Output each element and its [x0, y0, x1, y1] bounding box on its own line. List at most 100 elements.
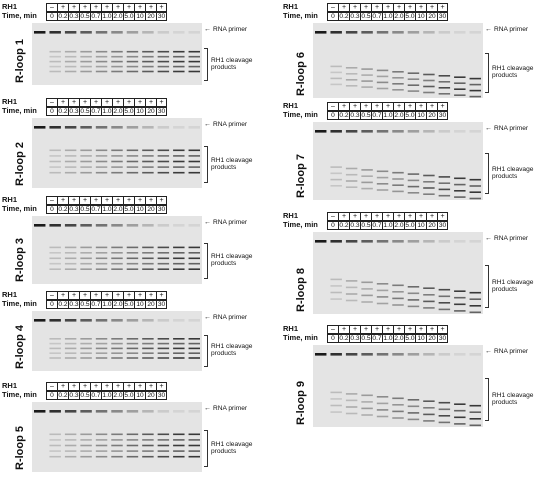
enzyme-mark: +: [437, 3, 448, 12]
enzyme-mark: +: [90, 291, 101, 300]
product-band: [188, 268, 200, 270]
enzyme-mark: –: [327, 212, 338, 221]
time-value: 30: [156, 205, 167, 214]
product-band: [126, 155, 139, 157]
enzyme-mark: +: [68, 291, 79, 300]
enzyme-mark: +: [349, 325, 360, 334]
product-band: [142, 444, 154, 447]
time-value: 0.3: [68, 205, 79, 214]
product-band: [173, 55, 185, 58]
product-band: [49, 262, 61, 265]
time-value: 20: [145, 391, 156, 400]
enzyme-mark: +: [404, 3, 415, 12]
product-band: [157, 55, 170, 58]
time-value: 20: [145, 300, 156, 309]
product-band: [126, 357, 139, 359]
enzyme-mark: +: [437, 102, 448, 111]
enzyme-mark: +: [90, 3, 101, 12]
product-band: [438, 421, 451, 424]
primer-arrow-icon: ←: [204, 121, 211, 128]
product-band: [142, 268, 154, 270]
product-band: [438, 93, 451, 95]
enzyme-row: – + + + + + + + + + +: [327, 102, 448, 111]
primer-band: [469, 130, 481, 133]
product-band: [469, 77, 481, 80]
product-band: [469, 89, 481, 92]
primer-band: [469, 240, 481, 243]
enzyme-mark: +: [90, 382, 101, 391]
product-band: [376, 289, 389, 292]
product-band: [111, 50, 123, 53]
time-value: 5.0: [123, 12, 134, 21]
primer-band: [80, 126, 92, 129]
product-band: [111, 166, 123, 168]
cleavage-label-line1: RH1 cleavage: [211, 56, 253, 64]
product-band: [126, 455, 139, 458]
product-band: [157, 352, 170, 354]
product-band: [438, 295, 451, 298]
product-band: [188, 246, 200, 249]
product-band: [95, 439, 108, 441]
time-value: 20: [426, 111, 437, 120]
panel-name: R-loop 7: [295, 154, 307, 198]
product-band: [95, 55, 108, 58]
product-band: [345, 180, 358, 182]
primer-band: [64, 224, 77, 227]
primer-band: [126, 319, 139, 322]
time-value: 2.0: [393, 221, 404, 230]
product-brace: [485, 378, 489, 421]
time-row-label: Time, min: [2, 11, 37, 20]
primer-band: [34, 31, 46, 34]
product-band: [392, 89, 404, 91]
primer-band: [376, 240, 389, 243]
product-band: [142, 65, 154, 68]
cleavage-label: RH1 cleavage products: [211, 253, 252, 268]
primer-band: [407, 353, 420, 356]
product-band: [330, 172, 342, 175]
enzyme-mark: +: [156, 196, 167, 205]
primer-band: [142, 126, 154, 129]
time-row: 0 0.2 0.3 0.5 0.7 1.0 2.0 5.0 10 20 30: [327, 221, 448, 230]
product-band: [49, 60, 61, 63]
rna-primer-label: RNA primer: [213, 219, 248, 226]
enzyme-mark: +: [426, 325, 437, 334]
product-band: [95, 246, 108, 249]
enzyme-mark: –: [46, 98, 57, 107]
enzyme-mark: –: [327, 3, 338, 12]
product-band: [454, 196, 466, 198]
gel-panel: RH1 Time, min – + + + + + + + + + +0 0.2 0.3 0.5 0.7 1.0 2…: [2, 3, 267, 95]
product-band: [64, 50, 77, 53]
gel-image: [32, 311, 202, 371]
primer-band: [469, 31, 481, 34]
product-band: [469, 424, 481, 427]
cleavage-label: RH1 cleavage products: [211, 343, 252, 358]
product-band: [64, 155, 77, 157]
time-value: 1.0: [101, 391, 112, 400]
product-band: [95, 347, 108, 350]
time-row-label: Time, min: [2, 299, 37, 308]
product-band: [64, 160, 77, 163]
primer-band: [49, 31, 61, 34]
product-band: [330, 398, 342, 400]
product-band: [49, 338, 61, 340]
product-band: [142, 342, 154, 345]
product-band: [438, 288, 451, 291]
product-band: [95, 357, 108, 359]
product-band: [376, 402, 389, 405]
product-band: [188, 444, 200, 447]
product-band: [454, 76, 466, 78]
product-band: [454, 290, 466, 292]
product-band: [157, 252, 170, 254]
product-band: [80, 50, 92, 53]
product-band: [173, 455, 185, 458]
product-band: [142, 257, 154, 260]
gel-panel: RH1 Time, min – + + + + + + + + + +0 0.2 0.3 0.5 0.7 1.0 2…: [283, 212, 548, 324]
primer-band: [64, 319, 77, 322]
enzyme-mark: +: [349, 3, 360, 12]
rh1-row-label: RH1: [283, 2, 299, 11]
primer-band: [315, 31, 327, 34]
time-value: 30: [156, 107, 167, 116]
primer-band: [173, 31, 185, 34]
enzyme-mark: –: [327, 325, 338, 334]
enzyme-mark: +: [123, 382, 134, 391]
